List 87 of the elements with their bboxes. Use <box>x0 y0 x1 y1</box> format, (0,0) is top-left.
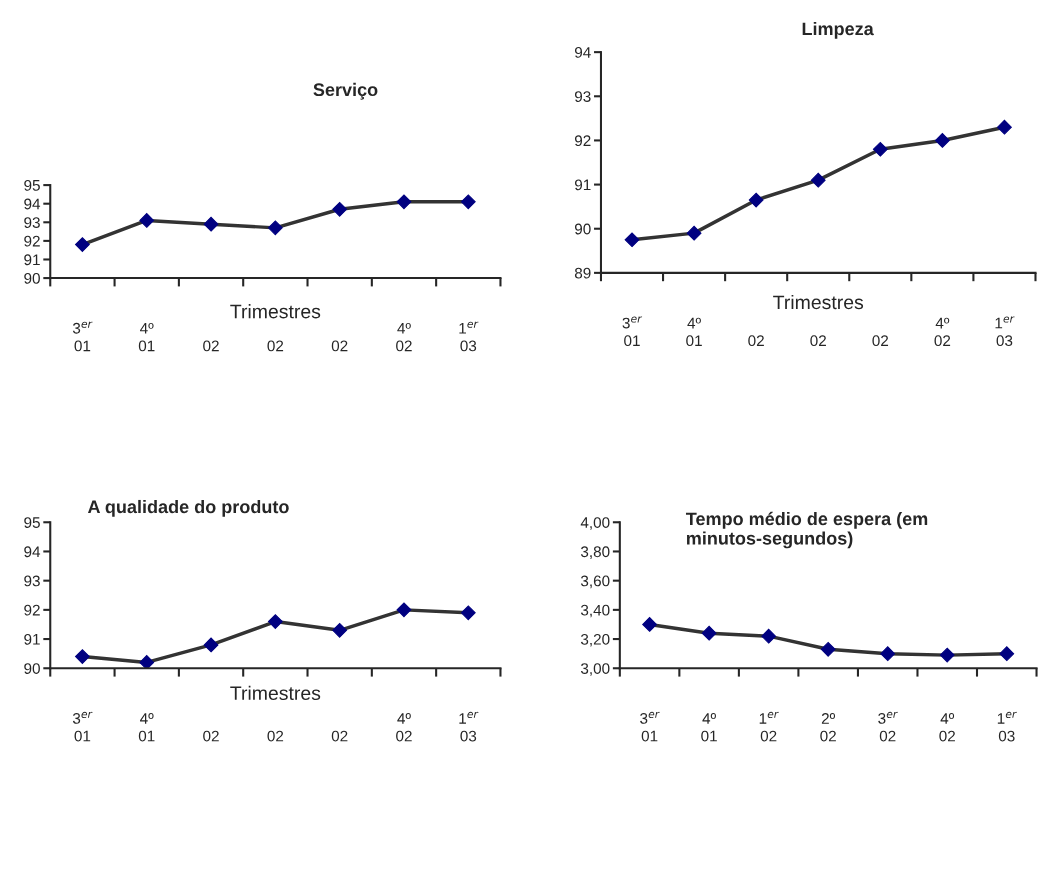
point <box>624 232 640 248</box>
y-tick-label: 3,80 <box>580 546 610 559</box>
x-tick-label: 4º 01 <box>701 713 717 742</box>
point <box>460 605 476 621</box>
x-tick-label: 4º 01 <box>686 317 702 347</box>
x-tick-label: 3$^{er}$ 01 <box>640 711 660 742</box>
x-tick-label: 4º 01 <box>138 322 155 352</box>
x-tick-label: 02 <box>331 730 348 742</box>
x-tick-label: 02 <box>267 340 284 352</box>
y-tick-label: 93 <box>24 217 40 228</box>
y-tick-label: 91 <box>24 254 40 266</box>
x-tick-label: 4º 02 <box>934 317 951 347</box>
x-tick-label: 02 <box>872 335 889 347</box>
y-tick-label: 93 <box>24 575 40 587</box>
x-tick-label: 02 <box>748 335 764 347</box>
x-tick-label: 1$^{er}$ 02 <box>759 711 779 742</box>
y-tick-label: 91 <box>574 179 591 191</box>
y-tick-label: 95 <box>24 179 40 191</box>
point <box>332 201 348 217</box>
x-tick-label: 02 <box>203 340 219 352</box>
y-tick-label: 90 <box>574 223 591 235</box>
x-tick-label: 02 <box>267 730 284 742</box>
y-tick-label: 94 <box>24 546 41 558</box>
point <box>999 646 1015 662</box>
point <box>75 237 90 252</box>
y-tick-label: 4,00 <box>580 517 610 530</box>
x-tick-label: 4º 02 <box>396 713 412 742</box>
point <box>939 647 955 663</box>
y-tick-label: 3,00 <box>580 663 610 676</box>
point <box>139 655 155 669</box>
y-tick-label: 92 <box>24 604 40 616</box>
x-tick-label: 1$^{er}$ 03 <box>459 321 479 352</box>
chart-title: Tempo médio de espera (em minutos-segundos) <box>685 511 928 549</box>
y-tick-label: 90 <box>24 663 40 674</box>
x-tick-label: 02 <box>331 340 348 352</box>
y-tick-label: 3,40 <box>580 604 610 618</box>
x-tick-label: 3$^{er}$ 01 <box>72 711 93 742</box>
point <box>332 622 348 638</box>
point <box>820 641 836 657</box>
point <box>748 192 764 208</box>
y-tick-label: 89 <box>574 267 591 279</box>
point <box>267 220 283 236</box>
chart-title: Serviço <box>313 82 378 100</box>
x-tick-label: 3$^{er}$ 02 <box>878 711 898 742</box>
x-tick-label: 3$^{er}$ 01 <box>72 321 93 352</box>
x-tick-label: 02 <box>203 730 219 742</box>
y-tick-label: 92 <box>574 135 591 147</box>
x-tick-label: 4º 02 <box>939 713 955 742</box>
point <box>642 617 657 632</box>
point <box>396 194 412 210</box>
y-tick-label: 90 <box>24 272 40 284</box>
x-tick-label: 02 <box>810 335 826 347</box>
y-tick-label: 91 <box>24 633 40 645</box>
x-tick-label: 4º 02 <box>396 322 412 352</box>
point <box>267 614 283 629</box>
point <box>203 637 219 653</box>
chart-title: Limpeza <box>802 22 874 39</box>
point <box>701 625 717 641</box>
chart-title: A qualidade do produto <box>87 499 289 517</box>
y-tick-label: 3,20 <box>580 633 610 647</box>
y-tick-label: 3,60 <box>580 575 610 589</box>
y-tick-label: 93 <box>574 91 591 102</box>
y-tick-label: 94 <box>24 198 41 210</box>
point <box>686 225 702 241</box>
x-axis-title: Trimestres <box>230 685 321 701</box>
x-tick-label: 1$^{er}$ 03 <box>997 711 1017 742</box>
point <box>761 628 777 644</box>
x-tick-label: 1$^{er}$ 03 <box>995 316 1015 347</box>
point <box>880 646 896 662</box>
y-tick-label: 95 <box>24 517 40 528</box>
x-tick-label: 2º 02 <box>820 713 836 742</box>
y-tick-label: 92 <box>24 235 40 247</box>
point <box>203 216 219 232</box>
x-tick-label: 4º 01 <box>138 713 155 742</box>
point <box>139 213 155 228</box>
point <box>460 194 476 210</box>
point <box>934 133 950 148</box>
x-axis-title: Trimestres <box>230 304 321 319</box>
point <box>997 119 1012 135</box>
point <box>75 649 90 664</box>
x-tick-label: 3$^{er}$ 01 <box>622 316 643 347</box>
point <box>872 141 888 157</box>
point <box>810 172 826 188</box>
y-tick-label: 94 <box>574 47 591 58</box>
x-axis-title: Trimestres <box>773 294 864 310</box>
point <box>396 602 412 618</box>
x-tick-label: 1$^{er}$ 03 <box>459 711 479 742</box>
